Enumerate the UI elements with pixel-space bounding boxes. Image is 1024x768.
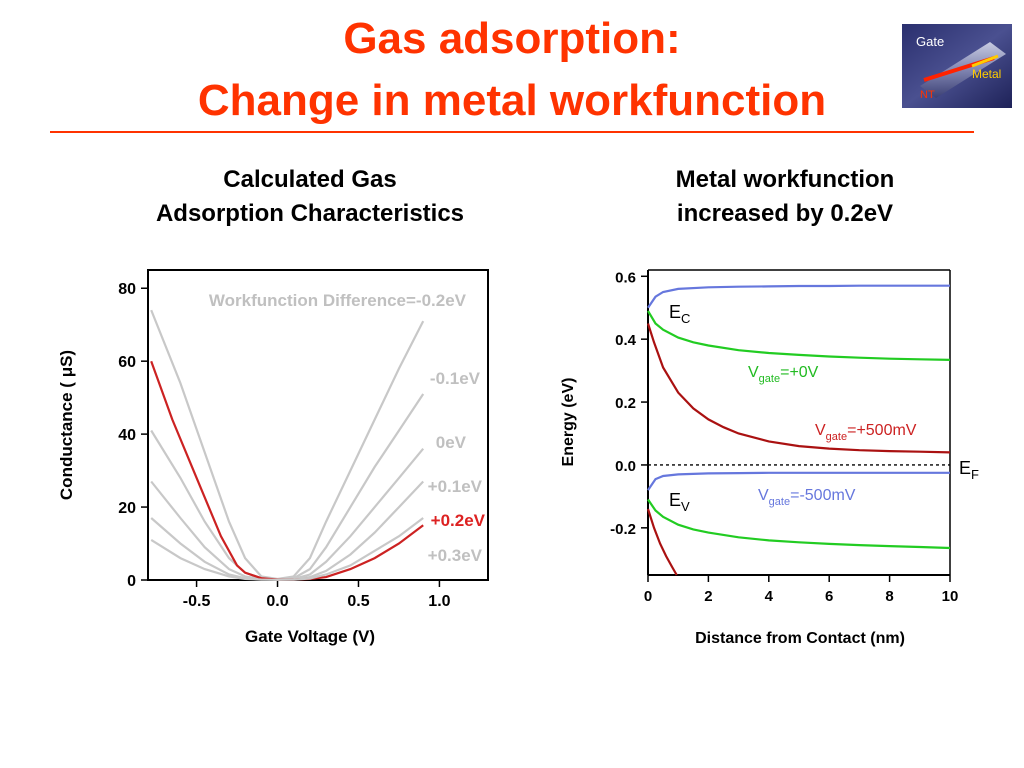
left-plot-frame [147,269,489,581]
series-line-4 [647,498,951,550]
slide-title-line2: Change in metal workfunction [197,76,827,125]
ef-label: EF [959,458,979,482]
vgate-minus500-sub: gate [769,496,790,508]
y-tick-label: 20 [118,500,136,517]
band-diagram-chart: -0.2 0.0 0.2 0.4 0.6 0 2 4 6 8 10 Distance from C… [560,269,979,647]
x-tick-label: 4 [765,588,774,605]
right-heading-line2: increased by 0.2eV [676,200,894,227]
x-tick-label: 2 [704,588,712,605]
y-tick-label: 0.0 [615,458,636,475]
y-tick-label: 0.4 [615,332,637,349]
vgate-0-main: V [748,364,759,381]
ef-label-sub: F [971,467,979,482]
left-heading-line2: Adsorption Characteristics [155,200,465,227]
vgate-minus500-main: V [758,487,769,504]
series-line-3 [647,471,950,491]
conductance-chart: 0 20 40 60 80 -0.5 0.0 0.5 1.0 Gate Voltage (V)… [57,269,489,646]
slide-title-line1: Gas adsorption: [343,14,681,63]
ef-label-main: E [959,458,971,478]
device-thumbnail: Gate Metal NT [902,24,1012,108]
thumbnail-metal-label: Metal [972,67,1001,81]
right-heading-line1: Metal workfunction [675,166,895,193]
y-tick-label: -0.2 [610,521,636,538]
x-tick-label: 8 [885,588,893,605]
series-line-2 [646,323,951,454]
series-line-0 [647,284,950,309]
gate-cylinder [920,42,1006,98]
vgate-500-main: V [815,422,826,439]
right-y-axis-label: Energy (eV) [560,378,577,467]
thumbnail-gate-label: Gate [916,34,944,49]
vgate-0-label: Vgate=+0V [748,364,819,385]
right-series-group [646,284,951,576]
right-x-axis-label: Distance from Contact (nm) [695,630,905,647]
annotation-wf-minus02: Workfunction Difference=-0.2eV [209,291,467,310]
annotation-wf-minus01: -0.1eV [430,369,481,388]
x-tick-label: 6 [825,588,833,605]
y-tick-label: 80 [118,281,136,298]
vgate-0-rest: =+0V [780,364,819,381]
left-y-ticks: 0 20 40 60 80 [118,281,148,590]
vgate-minus500-rest: =-500mV [790,487,856,504]
ec-label: EC [669,302,690,326]
ev-label-sub: V [681,499,690,514]
left-series-group [150,309,425,581]
y-tick-label: 60 [118,354,136,371]
y-tick-label: 0.6 [615,269,636,286]
y-tick-label: 0 [127,573,136,590]
annotation-wf-0: 0eV [436,433,467,452]
x-tick-label: 10 [942,588,959,605]
annotation-wf-plus03: +0.3eV [428,546,483,565]
ec-label-sub: C [681,311,690,326]
left-x-axis-label: Gate Voltage (V) [245,627,375,646]
series-line-1 [647,310,951,361]
vgate-500-label: Vgate=+500mV [815,422,917,443]
vgate-minus500-label: Vgate=-500mV [758,487,856,508]
left-chart-heading: Calculated Gas Adsorption Characteristic… [110,163,510,231]
ev-label: EV [669,490,690,514]
left-x-ticks: -0.5 0.0 0.5 1.0 [183,580,451,610]
annotation-wf-plus01: +0.1eV [428,477,483,496]
metal-contact [971,54,999,68]
vgate-0-sub: gate [759,373,780,385]
title-divider [50,131,974,133]
vgate-500-sub: gate [826,431,847,443]
vgate-500-rest: =+500mV [847,422,917,439]
x-tick-label: 1.0 [428,593,450,610]
right-y-ticks: -0.2 0.0 0.2 0.4 0.6 [610,269,648,538]
series-line-0 [150,309,425,581]
left-heading-line1: Calculated Gas [223,166,397,193]
right-x-ticks: 0 2 4 6 8 10 [644,575,959,605]
ev-label-main: E [669,490,681,510]
thumbnail-nt-label: NT [920,89,935,101]
right-chart-heading: Metal workfunction increased by 0.2eV [600,163,970,231]
ec-label-main: E [669,302,681,322]
x-tick-label: 0 [644,588,652,605]
series-line-5 [150,517,424,581]
annotation-wf-plus02: +0.2eV [431,511,486,530]
x-tick-label: 0.5 [347,593,369,610]
y-tick-label: 40 [118,427,136,444]
series-line-5 [646,508,678,576]
y-tick-label: 0.2 [615,395,636,412]
x-tick-label: -0.5 [183,593,211,610]
x-tick-label: 0.0 [266,593,288,610]
left-y-axis-label: Conductance ( μS) [57,350,76,500]
